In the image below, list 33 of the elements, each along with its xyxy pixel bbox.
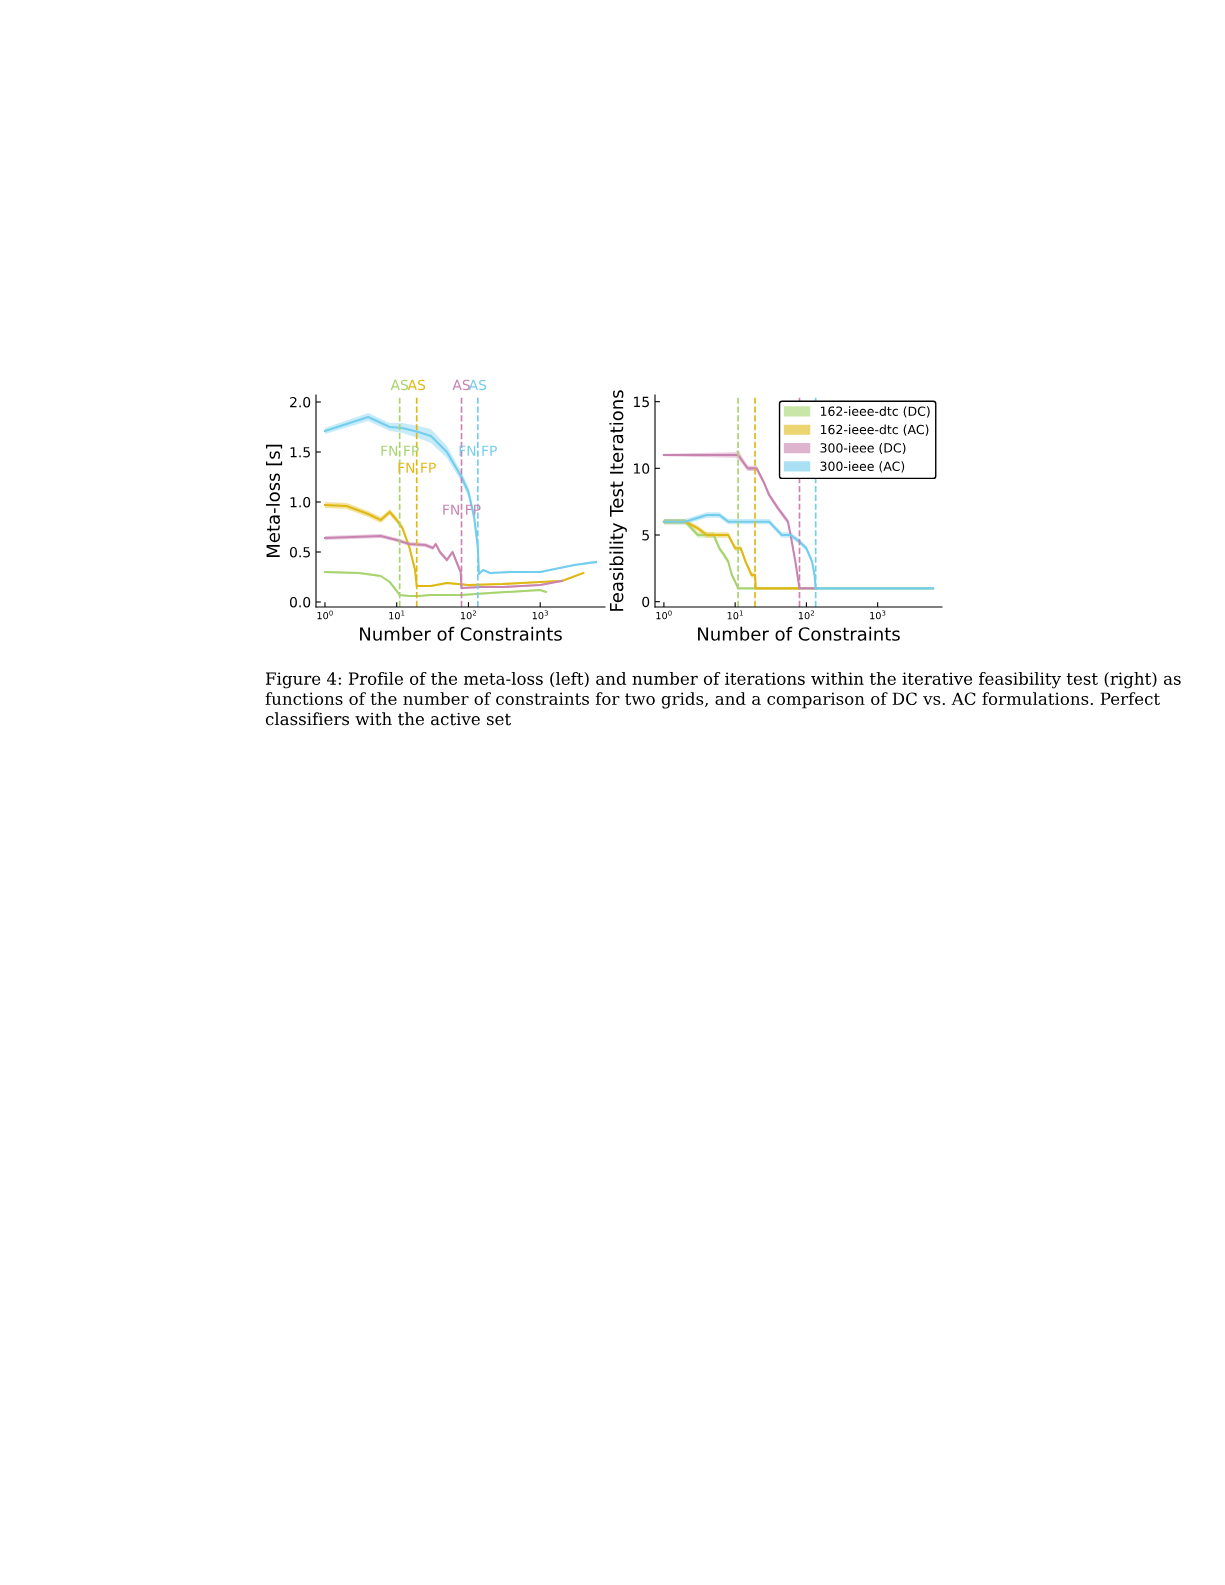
x-tick-label: 10$^{2}$ [798, 610, 814, 620]
caption: Figure 4: Profile of the meta-loss (left) and number of iterations within the iterative feasibility test (right) as functions of the number of constraints for two grids, and a comparison of DC vs. AC formulations. Perfect classifiers with the active set [265, 672, 1181, 726]
x-tick-label: 10$^{0}$ [317, 610, 333, 620]
y-tick-label: 1.0 [290, 496, 311, 508]
ref-line-label: AS [390, 379, 409, 391]
annotation: FN FP [398, 462, 436, 473]
legend-label: 300-ieee (AC) [820, 461, 905, 473]
y-axis-title: Meta-loss [s] [266, 444, 283, 557]
y-axis-title: Feasibility Test Iterations [609, 390, 627, 611]
ref-line-label: AS [407, 379, 426, 391]
y-tick-label: 0.0 [289, 596, 311, 608]
annotation: FN FP [459, 445, 497, 456]
y-tick-label: 2.0 [290, 396, 311, 408]
y-tick-label: 15 [633, 396, 649, 408]
x-tick-label: 10$^{3}$ [532, 610, 548, 620]
y-tick-label: 1.5 [290, 447, 310, 458]
ref-line-label: AS [468, 379, 487, 391]
legend-label: 162-ieee-dtc (DC) [820, 406, 930, 418]
x-axis-title: Number of Constraints [360, 626, 562, 641]
y-tick-label: 0.5 [289, 546, 310, 558]
x-tick-label: 10$^{1}$ [389, 610, 405, 620]
legend-label: 162-ieee-dtc (AC) [820, 424, 929, 436]
ref-line-label: AS [452, 379, 470, 391]
legend-label: 300-ieee (DC) [820, 442, 906, 455]
x-tick-label: 10$^{0}$ [656, 610, 672, 620]
y-tick-label: 10 [633, 463, 650, 474]
y-tick-label: 5 [642, 530, 649, 541]
x-axis-title: Number of Constraints [698, 626, 900, 641]
annotation: FN FP [381, 445, 419, 456]
x-tick-label: 10$^{2}$ [460, 610, 477, 620]
x-tick-label: 10$^{1}$ [727, 610, 743, 620]
y-tick-label: 0 [642, 596, 650, 608]
x-tick-label: 10$^{3}$ [870, 610, 886, 620]
